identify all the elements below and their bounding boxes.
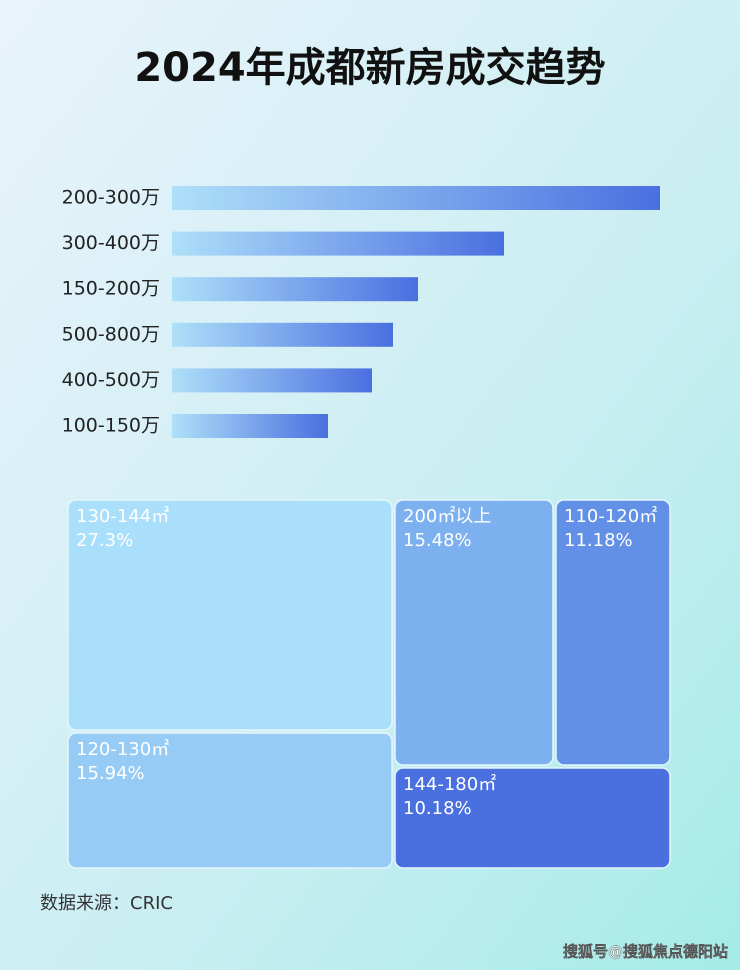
title: 2024年成都新房成交趋势 <box>134 45 605 91</box>
treemap-cell <box>67 732 393 869</box>
bar-label: 150-200万 <box>62 278 160 300</box>
cell-category: 110-120㎡ <box>564 505 657 527</box>
treemap-cell <box>555 499 671 766</box>
bar <box>172 277 418 302</box>
treemap-cell <box>394 499 554 766</box>
bar-label: 500-800万 <box>62 323 160 345</box>
bar-label: 300-400万 <box>62 232 160 254</box>
cell-category: 130-144㎡ <box>76 505 169 527</box>
cell-category: 144-180㎡ <box>403 773 496 795</box>
watermark: 搜狐号@搜狐焦点德阳站 <box>563 943 728 961</box>
bar <box>172 414 328 438</box>
cell-category: 200㎡以上 <box>403 505 491 527</box>
bar <box>172 322 393 347</box>
cell-value: 27.3% <box>76 530 133 551</box>
bar <box>172 368 372 393</box>
cell-value: 11.18% <box>564 530 633 551</box>
cell-value: 10.18% <box>403 798 472 819</box>
bar-label: 100-150万 <box>62 415 160 437</box>
bar <box>172 186 660 210</box>
treemap-cell <box>67 499 393 731</box>
cell-value: 15.48% <box>403 530 472 551</box>
source: 数据来源：CRIC <box>40 893 173 914</box>
cell-value: 15.94% <box>76 763 145 784</box>
bar-label: 400-500万 <box>62 369 160 391</box>
bar <box>172 231 504 256</box>
bar-label: 200-300万 <box>62 187 160 209</box>
cell-category: 120-130㎡ <box>76 738 169 760</box>
treemap-cell <box>394 767 671 869</box>
